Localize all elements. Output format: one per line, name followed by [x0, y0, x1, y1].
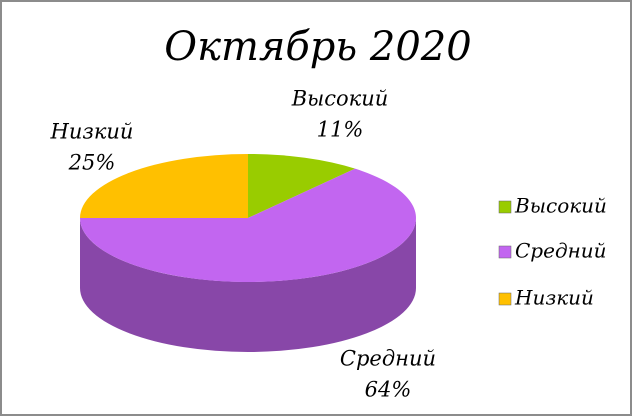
data-label-value: 64% [365, 378, 412, 402]
pie-side [80, 218, 416, 352]
data-label-value: 25% [68, 151, 116, 175]
data-label-name: Низкий [50, 120, 134, 144]
pie-slice [80, 154, 248, 218]
legend-swatch [498, 245, 512, 259]
legend-label: Низкий [514, 286, 594, 310]
pie-slice [80, 168, 416, 282]
legend-swatch [498, 200, 512, 214]
data-label-name: Высокий [291, 87, 389, 111]
legend-label: Средний [515, 239, 607, 263]
chart-title: Октябрь 2020 [164, 24, 471, 70]
legend-swatch [498, 292, 512, 306]
legend-label: Высокий [514, 194, 607, 218]
data-label-name: Средний [340, 347, 436, 371]
pie-slice [248, 154, 356, 218]
data-label-value: 11% [317, 118, 364, 142]
